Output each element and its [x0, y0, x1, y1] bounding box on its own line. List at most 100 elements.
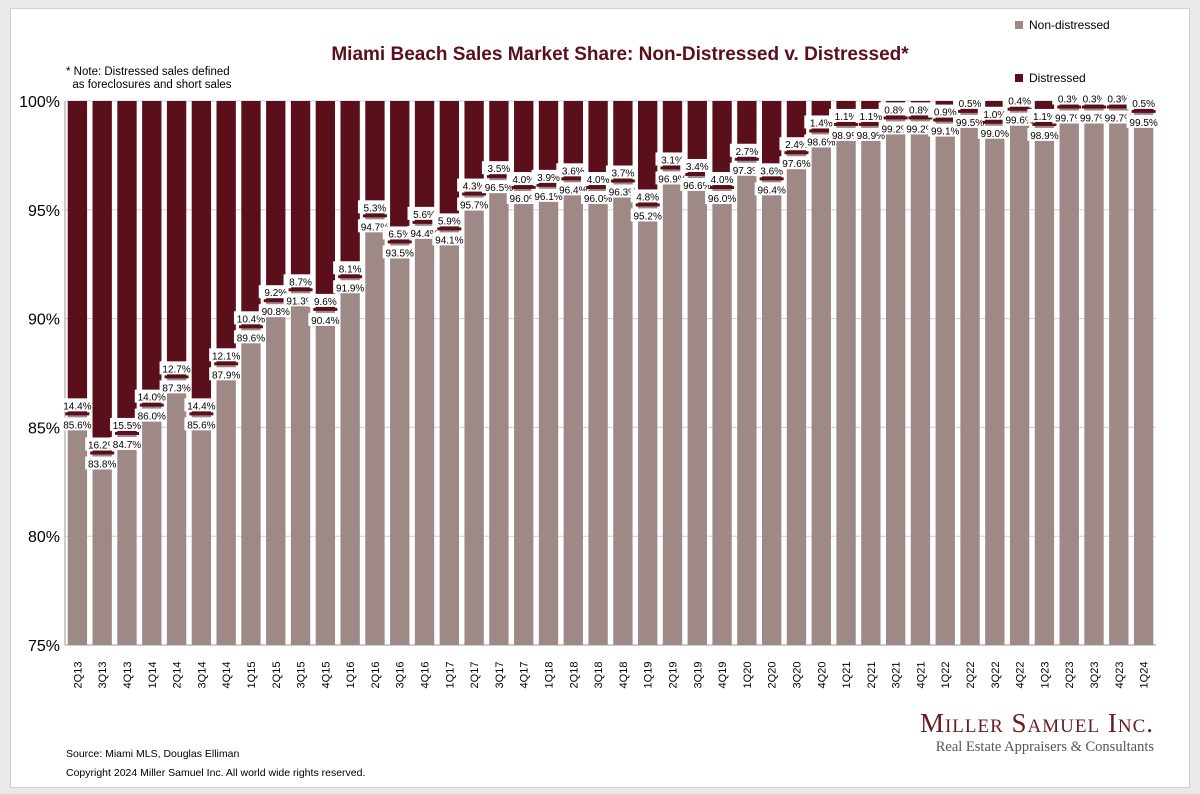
x-tick-label: 3Q20 — [791, 662, 803, 689]
bar-non-distressed — [191, 414, 212, 645]
data-label-distressed: 16.2% — [88, 441, 116, 452]
data-label-bg — [630, 189, 665, 203]
data-label-distressed: 2.7% — [735, 147, 758, 158]
data-label-distressed: 8.7% — [289, 277, 312, 288]
bar-non-distressed — [613, 181, 633, 645]
data-label-bg — [1126, 95, 1161, 109]
data-label-bg — [283, 274, 318, 288]
data-label-non-distressed: 98.9% — [857, 131, 885, 142]
y-tick-label: 75% — [28, 638, 60, 655]
label-separator — [1082, 105, 1107, 109]
label-separator — [685, 172, 710, 176]
data-label-distressed: 0.3% — [1107, 95, 1130, 106]
x-tick-label: 2Q22 — [965, 662, 977, 689]
data-label-non-distressed: 91.9% — [336, 283, 364, 294]
data-label-non-distressed: 87.9% — [212, 370, 240, 381]
x-tick-label: 4Q21 — [915, 662, 927, 689]
x-tick-label: 2Q16 — [370, 662, 382, 689]
data-label-non-distressed: 96.9% — [658, 174, 686, 185]
data-label-distressed: 9.6% — [314, 297, 337, 308]
data-label-non-distressed: 84.7% — [113, 440, 141, 451]
x-tick-label: 1Q20 — [742, 662, 754, 689]
x-tick-label: 2Q13 — [72, 662, 84, 689]
x-tick-label: 2Q17 — [469, 662, 481, 689]
data-label-distressed: 5.3% — [364, 203, 387, 214]
data-label-bg — [953, 95, 988, 109]
data-label-distressed: 5.9% — [438, 216, 461, 227]
data-label-non-distressed: 99.7% — [1105, 114, 1133, 125]
label-separator — [313, 307, 338, 311]
x-tick-label: 2Q15 — [271, 662, 283, 689]
data-label-distressed: 1.1% — [859, 112, 882, 123]
bar-distressed — [514, 101, 534, 189]
data-label-distressed: 0.4% — [1008, 97, 1031, 108]
data-label-bg — [680, 158, 715, 172]
chart-note: * Note: Distressed sales defined as fore… — [66, 66, 232, 91]
data-label-distressed: 4.0% — [587, 175, 610, 186]
x-tick-label: 4Q13 — [122, 662, 134, 689]
bar-non-distressed — [92, 453, 112, 645]
data-label-bg — [333, 261, 368, 275]
data-label-distressed: 0.8% — [884, 105, 907, 116]
bar-non-distressed — [340, 277, 360, 645]
x-tick-label: 4Q15 — [320, 662, 332, 689]
data-label-non-distressed: 85.6% — [187, 420, 215, 431]
legend-swatch — [1015, 21, 1023, 29]
footer: Source: Miami MLS, Douglas Elliman Copyr… — [66, 745, 365, 783]
bar-non-distressed — [662, 168, 683, 645]
bar-distressed — [563, 101, 583, 180]
label-separator — [1131, 109, 1156, 113]
data-label-distressed: 3.6% — [760, 166, 783, 177]
data-label-distressed: 15.5% — [113, 421, 141, 432]
data-label-bg — [457, 197, 492, 211]
data-label-distressed: 2.4% — [785, 140, 808, 151]
label-separator — [338, 275, 363, 279]
data-label-non-distressed: 99.1% — [931, 127, 959, 138]
label-separator — [1032, 122, 1057, 126]
bar-non-distressed — [737, 159, 757, 645]
data-label-non-distressed: 95.2% — [634, 211, 662, 222]
data-label-non-distressed: 99.6% — [1005, 116, 1033, 127]
data-label-bg — [85, 456, 120, 470]
source-text: Source: Miami MLS, Douglas Elliman — [66, 748, 240, 760]
data-label-bg — [605, 165, 640, 179]
bar-distressed — [191, 101, 212, 415]
x-tick-label: 2Q20 — [767, 662, 779, 689]
bar-non-distressed — [960, 111, 980, 645]
data-label-distressed: 0.5% — [959, 99, 982, 110]
legend-label: Distressed — [1029, 71, 1086, 85]
bar-non-distressed — [861, 124, 881, 646]
x-tick-label: 3Q16 — [395, 662, 407, 689]
label-separator — [660, 166, 685, 170]
data-label-non-distressed: 97.6% — [782, 159, 810, 170]
legend-item-distressed: Distressed — [1015, 71, 1086, 85]
label-separator — [635, 203, 660, 207]
data-label-distressed: 5.6% — [413, 210, 436, 221]
bar-non-distressed — [811, 131, 831, 646]
bar-distressed — [340, 101, 360, 278]
x-tick-label: 3Q19 — [692, 662, 704, 689]
bar-distressed — [538, 101, 559, 186]
bar-non-distressed — [216, 364, 236, 645]
data-label-non-distressed: 99.7% — [1055, 114, 1083, 125]
data-label-non-distressed: 89.6% — [237, 333, 265, 344]
label-separator — [784, 151, 809, 155]
data-label-bg — [333, 280, 368, 294]
y-tick-label: 90% — [28, 312, 60, 329]
data-label-bg — [184, 417, 219, 431]
data-label-non-distressed: 98.6% — [807, 137, 835, 148]
y-tick-label: 100% — [19, 94, 60, 111]
bar-non-distressed — [315, 309, 336, 645]
data-label-non-distressed: 96.4% — [559, 185, 587, 196]
data-label-bg — [109, 436, 144, 450]
label-separator — [139, 403, 164, 407]
bar-non-distressed — [489, 177, 509, 645]
bar-non-distressed — [638, 205, 658, 645]
chart-title: Miami Beach Sales Market Share: Non-Dist… — [331, 44, 909, 65]
label-separator — [809, 129, 834, 133]
data-label-distressed: 3.1% — [661, 155, 684, 166]
x-tick-label: 3Q23 — [1089, 662, 1101, 689]
bar-distressed — [365, 101, 385, 217]
data-label-bg — [233, 330, 268, 344]
